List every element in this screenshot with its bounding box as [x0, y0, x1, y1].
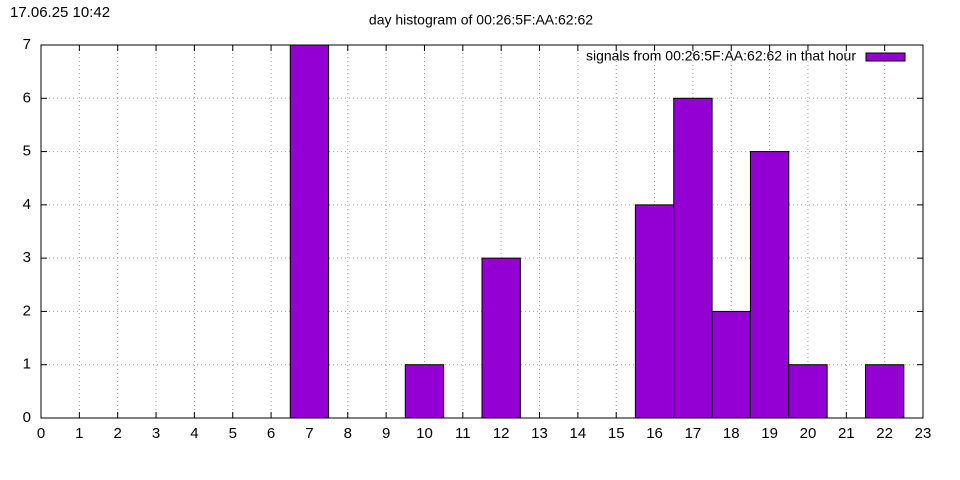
- plot-border: [40, 44, 924, 419]
- x-tick-label: 10: [416, 425, 433, 442]
- x-tick-label: 13: [531, 425, 548, 442]
- bar: [481, 257, 521, 419]
- bar: [788, 364, 828, 419]
- x-tick-label: 21: [838, 425, 855, 442]
- x-tick-label: 16: [646, 425, 663, 442]
- x-tick-label: 14: [570, 425, 587, 442]
- x-tick-label: 2: [114, 425, 122, 442]
- x-tick-label: 17: [685, 425, 702, 442]
- bar: [749, 151, 790, 419]
- bar: [673, 97, 713, 419]
- x-tick-label: 3: [152, 425, 160, 442]
- x-tick-label: 1: [75, 425, 83, 442]
- y-tick-label: 4: [23, 196, 31, 213]
- x-tick-label: 22: [876, 425, 893, 442]
- legend-label: signals from 00:26:5F:AA:62:62 in that h…: [586, 48, 856, 64]
- y-tick-label: 3: [23, 249, 31, 266]
- x-tick-label: 7: [305, 425, 313, 442]
- timestamp: 17.06.25 10:42: [10, 4, 110, 21]
- bar: [634, 204, 675, 419]
- y-tick-label: 6: [23, 89, 31, 106]
- bar: [289, 44, 330, 419]
- x-tick-label: 6: [267, 425, 275, 442]
- bar: [864, 364, 905, 419]
- x-tick-label: 12: [493, 425, 510, 442]
- x-tick-label: 23: [915, 425, 932, 442]
- y-tick-label: 7: [23, 36, 31, 53]
- bar: [711, 310, 751, 419]
- x-tick-label: 9: [382, 425, 390, 442]
- x-tick-label: 8: [344, 425, 352, 442]
- y-tick-label: 0: [23, 409, 31, 426]
- x-tick-label: 11: [455, 425, 471, 442]
- x-tick-label: 5: [229, 425, 237, 442]
- bar: [404, 364, 445, 419]
- y-tick-label: 5: [23, 143, 31, 160]
- x-tick-label: 18: [723, 425, 740, 442]
- x-tick-label: 0: [37, 425, 45, 442]
- x-tick-label: 15: [608, 425, 625, 442]
- y-tick-label: 2: [23, 302, 31, 319]
- legend-swatch: [865, 52, 906, 62]
- x-tick-label: 19: [761, 425, 778, 442]
- y-tick-label: 1: [23, 356, 31, 373]
- x-tick-label: 20: [800, 425, 817, 442]
- chart-title: day histogram of 00:26:5F:AA:62:62: [369, 12, 593, 28]
- x-tick-label: 4: [190, 425, 198, 442]
